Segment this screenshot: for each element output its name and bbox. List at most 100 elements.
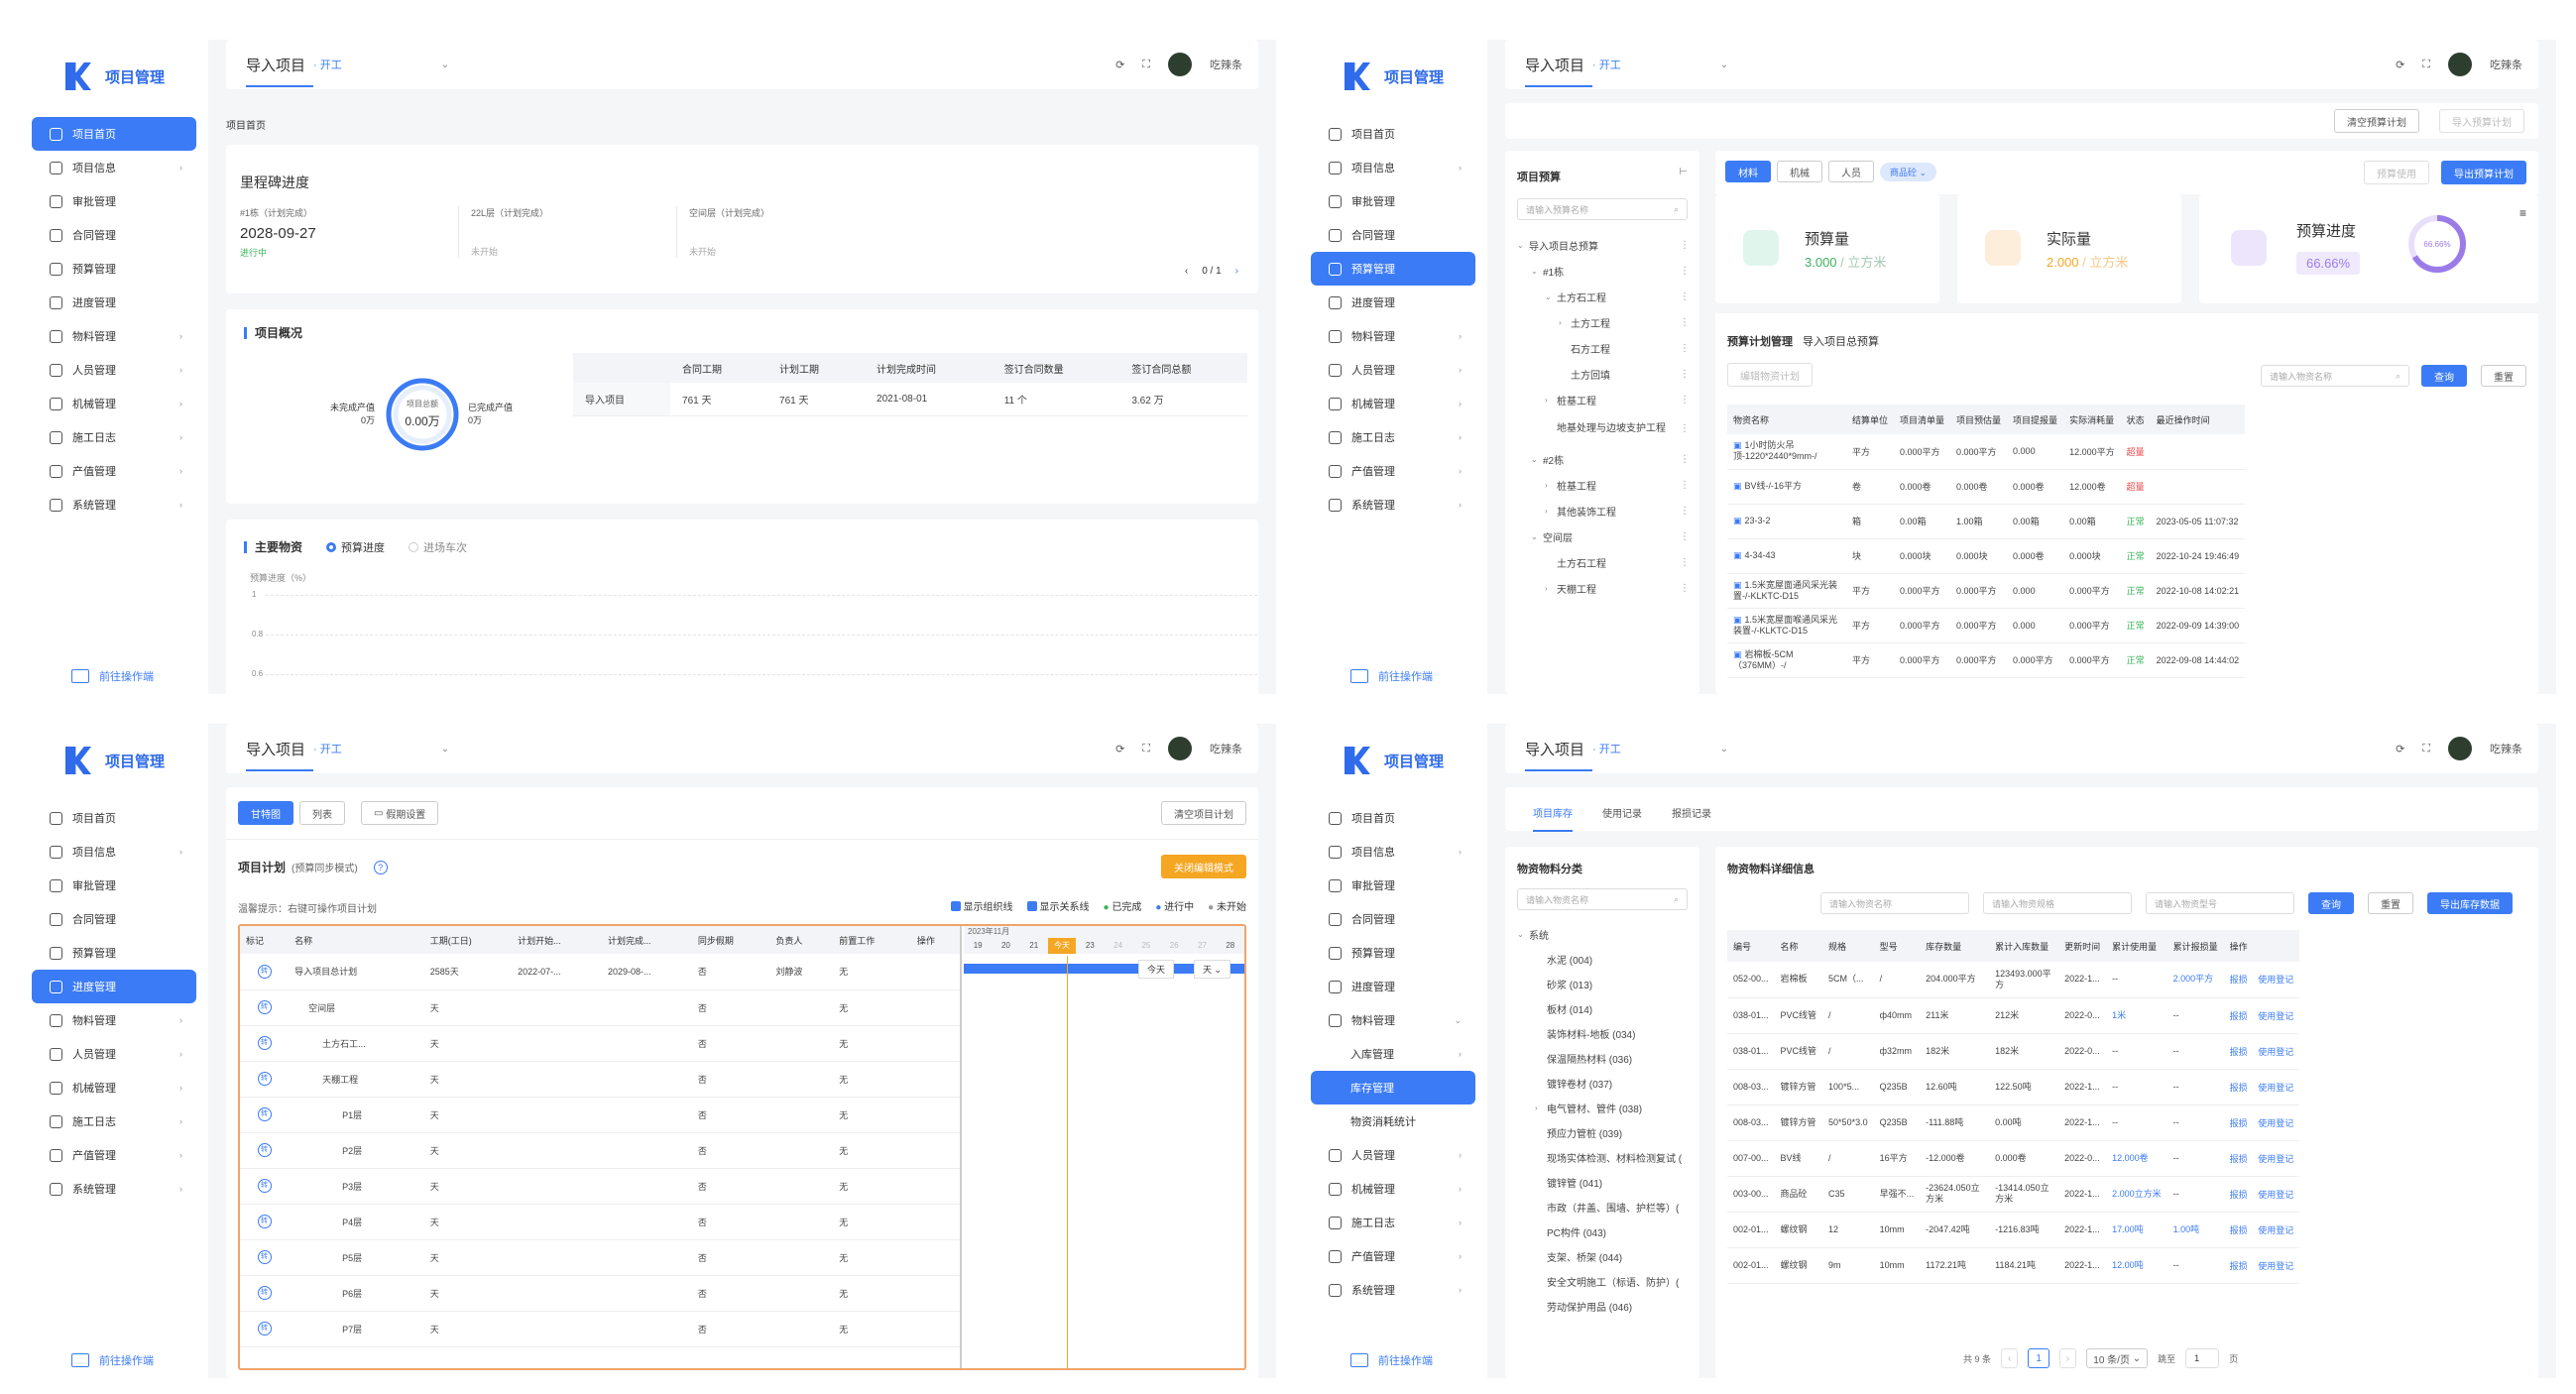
show-relation-line-checkbox[interactable]: 显示关系线 [1026,898,1090,913]
sidebar-item[interactable]: 项目信息 › [1311,835,1475,869]
sidebar-item[interactable]: 人员管理 › [32,1037,196,1071]
mark-icon[interactable]: 转 [257,1179,272,1193]
mark-icon[interactable]: 转 [257,1143,272,1157]
show-org-line-checkbox[interactable]: 显示组织线 [950,898,1013,913]
sidebar-item[interactable]: 物料管理 ⌄ [1311,1003,1475,1037]
tree-node[interactable]: ⌄ 土方石工程 ⋮ [1517,284,1699,309]
use-register-link[interactable]: 使用登记 [2258,1117,2294,1128]
tree-node[interactable]: 地基处理与边坡支护工程 ⋮ [1517,412,1699,446]
reset-button[interactable]: 重置 [2481,365,2526,387]
sidebar-item[interactable]: 预算管理 [32,252,196,286]
material-tag[interactable]: 商品砼 ⌄ [1880,163,1937,181]
sidebar-item[interactable]: 人员管理 › [1311,353,1475,387]
avatar[interactable] [1168,53,1192,76]
avatar[interactable] [1168,737,1192,760]
budget-use-button[interactable]: 预算使用 [2364,161,2429,184]
table-row[interactable]: 038-01... PVC线管 / ф40mm 211米 212米 2022-0... 1米 -… [1727,997,2300,1034]
sidebar-item[interactable]: 机械管理 › [32,1071,196,1104]
table-row[interactable]: 007-00... BV线/16平方 -12.000卷 0.000卷 2022-0...… [1727,1140,2300,1177]
table-row[interactable]: 002-01... 螺纹钢 9m 10mm 1172.21吨 1184.21吨 2022-1… [1727,1247,2300,1284]
sidebar-item[interactable]: 项目信息 › [32,835,196,869]
tree-node[interactable]: 土方石工程 ⋮ [1517,549,1699,575]
tree-node[interactable]: › 其他装饰工程 ⋮ [1517,498,1699,523]
use-register-link[interactable]: 使用登记 [2258,1082,2294,1093]
tree-node[interactable]: PC构件 (043) [1517,1220,1694,1244]
more-icon[interactable]: ⋮ [1680,530,1690,542]
fullscreen-icon[interactable]: ⛶ [1142,742,1150,755]
tree-node[interactable]: ⌄ 系统 [1517,922,1694,947]
table-row[interactable]: ▣ 岩棉板-5CM（376MM）-/平方 0.000平方 0.000平方 0.000平方… [1727,642,2246,678]
table-row[interactable]: 052-00... 岩棉板 5CM（.../204.000平方 123493.000平… [1727,962,2300,998]
sidebar-item[interactable]: 施工日志 › [1311,1206,1475,1239]
sidebar-item[interactable]: 进度管理 [32,286,196,319]
resource-tab[interactable]: 材料 [1725,161,1771,182]
sidebar-item[interactable]: 物料管理 › [1311,319,1475,353]
table-row[interactable]: 转 土方石工... 天 否 无 [240,1025,960,1062]
holiday-button[interactable]: ▭ 假期设置 [361,801,439,825]
operator-link[interactable]: 前往操作端 [71,1352,154,1368]
sidebar-item[interactable]: 项目首页 [32,117,196,151]
project-name[interactable]: 导入项目 [246,741,306,758]
more-icon[interactable]: ⋮ [1680,423,1690,434]
page-size-select[interactable]: 10 条/页 ⌄ [2086,1348,2149,1368]
reset-button[interactable]: 重置 [2368,892,2413,914]
more-icon[interactable]: ⋮ [1680,368,1690,380]
prev-page-button[interactable]: ‹ [2001,1348,2019,1368]
tree-node[interactable]: 镀锌卷材 (037) [1517,1071,1694,1096]
inventory-tab[interactable]: 使用记录 [1602,809,1642,820]
more-icon[interactable]: ⋮ [1680,265,1690,277]
table-row[interactable]: ▣ 1.5米宽屋面喉通风采光装置-/-KLKTC-D15 平方 0.000平方 0.00… [1727,608,2246,643]
more-icon[interactable]: ⋮ [1680,453,1690,465]
sidebar-item[interactable]: 系统管理 › [32,1172,196,1206]
sidebar-item[interactable]: 系统管理 › [1311,1273,1475,1307]
mark-icon[interactable]: 转 [257,1250,272,1264]
refresh-icon[interactable]: ⟳ [1115,58,1125,71]
table-row[interactable]: 转 P2层天 否 无 [240,1132,960,1169]
sidebar-item[interactable]: 物料管理 › [32,1003,196,1037]
tree-node[interactable]: 预应力管桩 (039) [1517,1120,1694,1145]
import-budget-button[interactable]: 导入预算计划 [2439,109,2524,133]
query-button[interactable]: 查询 [2308,892,2354,914]
today-button[interactable]: 今天 [1138,960,1175,979]
more-icon[interactable]: ⋮ [1680,505,1690,517]
table-row[interactable]: ▣ 1.5米宽屋面通风采光装置-/-KLKTC-D15 平方 0.000平方 0.000… [1727,573,2246,609]
sidebar-item[interactable]: 合同管理 [32,218,196,252]
mark-icon[interactable]: 转 [257,1286,272,1300]
sidebar-item[interactable]: 人员管理 › [1311,1138,1475,1172]
mark-icon[interactable]: 转 [257,1000,272,1014]
report-loss-link[interactable]: 报损 [2229,1046,2248,1057]
sidebar-item[interactable]: 项目首页 [1311,801,1475,835]
mark-icon[interactable]: 转 [257,1036,272,1050]
report-loss-link[interactable]: 报损 [2229,1189,2248,1200]
query-button[interactable]: 查询 [2421,365,2467,387]
filter-spec-input[interactable]: 请输入物资规格 [1983,892,2132,914]
mark-icon[interactable]: 转 [257,1072,272,1086]
filter-name-input[interactable]: 请输入物资名称 [1820,892,1969,914]
use-register-link[interactable]: 使用登记 [2258,1260,2294,1271]
report-loss-link[interactable]: 报损 [2229,1082,2248,1093]
operator-link[interactable]: 前往操作端 [1350,668,1433,684]
sidebar-item[interactable]: 预算管理 [32,936,196,970]
sidebar-item[interactable]: 合同管理 [1311,218,1475,252]
tab-gantt[interactable]: 甘特图 [238,801,293,825]
tree-node[interactable]: › 电气管材、管件 (038) [1517,1096,1694,1120]
category-search-input[interactable]: 请输入物资名称 ⌕ [1517,888,1688,910]
radio-trips[interactable]: 进场车次 [409,539,467,555]
collapse-icon[interactable]: ⊢ [1679,167,1688,177]
report-loss-link[interactable]: 报损 [2229,975,2248,986]
table-row[interactable]: 转 天棚工程天 否 无 [240,1061,960,1098]
sidebar-item[interactable]: 产值管理 › [32,454,196,488]
edit-plan-button[interactable]: 编辑物资计划 [1727,363,1813,387]
avatar[interactable] [2448,53,2472,76]
sidebar-item[interactable]: 物料管理 › [32,319,196,353]
sidebar-item[interactable]: 产值管理 › [1311,454,1475,488]
sidebar-subitem[interactable]: 物资消耗统计 [1311,1104,1475,1138]
use-register-link[interactable]: 使用登记 [2258,1189,2294,1200]
refresh-icon[interactable]: ⟳ [2396,743,2405,755]
clear-plan-button[interactable]: 清空项目计划 [1161,801,1246,825]
more-icon[interactable]: ⋮ [1680,479,1690,491]
tree-node[interactable]: › 桩基工程 ⋮ [1517,472,1699,498]
chevron-down-icon[interactable]: ⌄ [1719,58,1729,70]
tree-node[interactable]: 保温隔热材料 (036) [1517,1046,1694,1071]
project-name[interactable]: 导入项目 [1525,741,1585,758]
